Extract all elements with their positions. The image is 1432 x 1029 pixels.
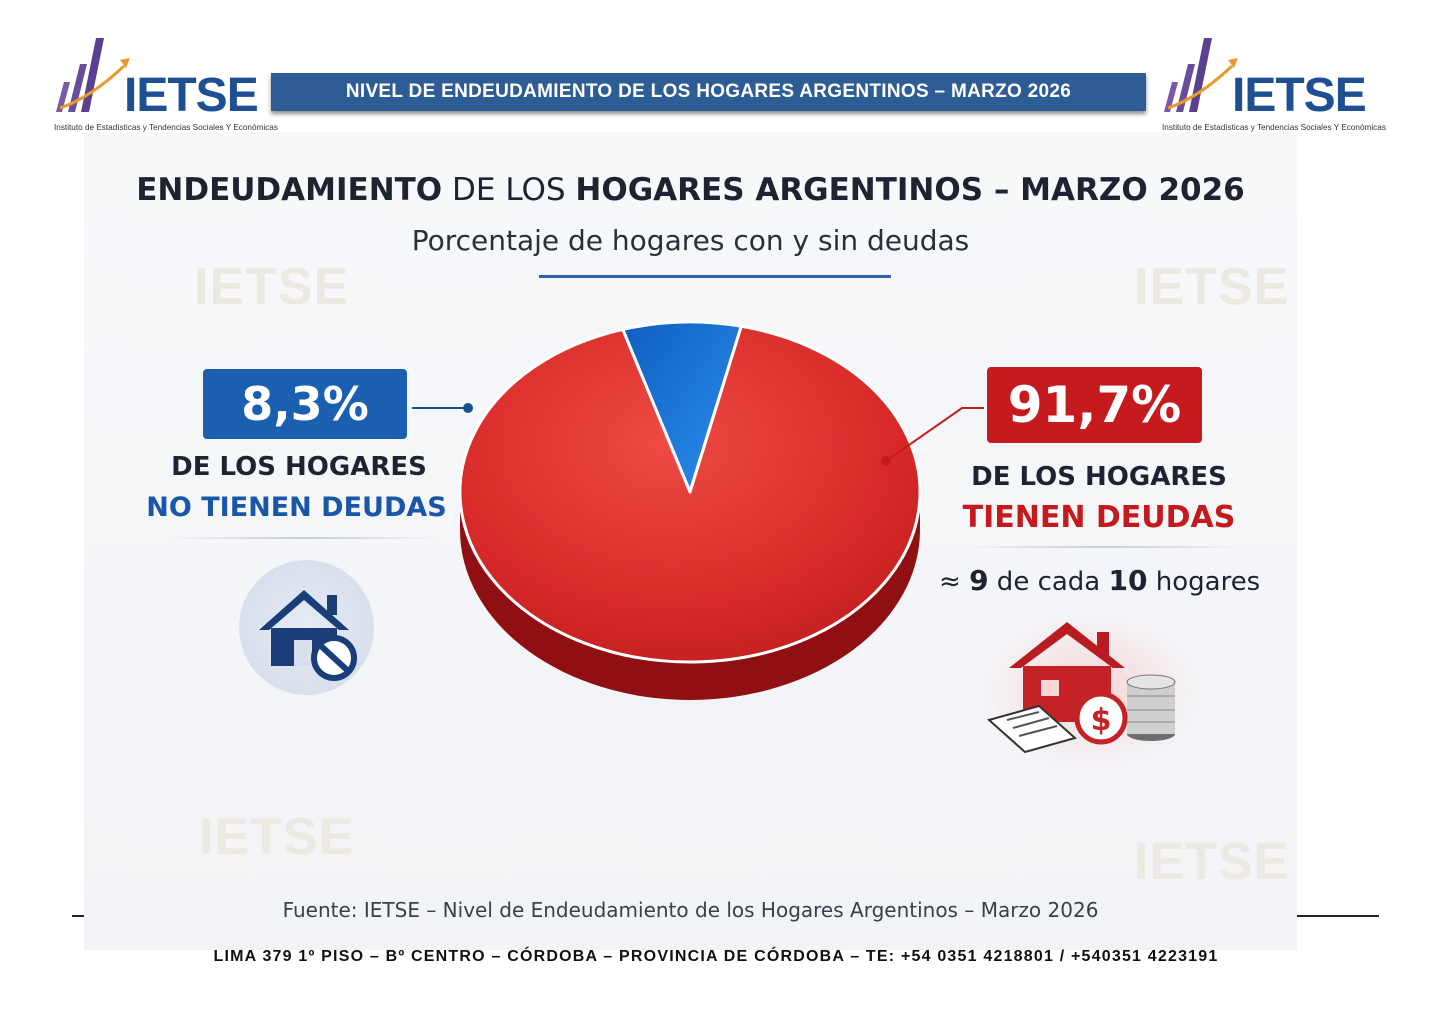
watermark: IETSE bbox=[1134, 258, 1290, 316]
pie-side-wall bbox=[460, 492, 920, 700]
source-note: Fuente: IETSE – Nivel de Endeudamiento d… bbox=[282, 898, 1099, 922]
ietse-logo-left: IETSE Instituto de Estadísticas y Tenden… bbox=[50, 28, 280, 138]
pie-slice-debt bbox=[458, 324, 922, 664]
footer-address: LIMA 379 1º PISO – Bº CENTRO – CÓRDOBA –… bbox=[213, 948, 1219, 965]
logo-wordmark: IETSE bbox=[124, 69, 259, 122]
debt-line2: TIENEN DEUDAS bbox=[962, 500, 1236, 535]
divider-left bbox=[169, 537, 439, 539]
debt-house-icon: $ bbox=[979, 610, 1204, 770]
logo-wordmark: IETSE bbox=[1232, 69, 1367, 122]
pie-chart bbox=[412, 320, 984, 700]
divider-right bbox=[964, 546, 1244, 548]
connector-right bbox=[885, 407, 984, 462]
debt-line1: DE LOS HOGARES bbox=[971, 462, 1227, 492]
watermark: IETSE bbox=[1134, 833, 1290, 891]
no-debt-percent-badge: 8,3% bbox=[203, 369, 407, 439]
debt-ratio-text: ≈ 9 de cada 10 hogares bbox=[939, 564, 1261, 597]
chart-subtitle: Porcentaje de hogares con y sin deudas bbox=[411, 224, 970, 257]
debt-percent-badge: 91,7% bbox=[987, 367, 1202, 443]
infographic-card: IETSE IETSE IETSE IETSE ENDEUDAMIENTO DE… bbox=[84, 132, 1297, 950]
pie-slice-no-debt bbox=[621, 320, 743, 494]
header-banner: NIVEL DE ENDEUDAMIENTO DE LOS HOGARES AR… bbox=[271, 73, 1146, 111]
logo-subtitle: Instituto de Estadísticas y Tendencias S… bbox=[1162, 123, 1386, 132]
svg-text:$: $ bbox=[1091, 703, 1112, 738]
no-debt-line1: DE LOS HOGARES bbox=[171, 452, 427, 482]
no-debt-house-icon bbox=[239, 560, 374, 695]
connector-dot-right bbox=[881, 456, 891, 466]
chart-title: ENDEUDAMIENTO DE LOS HOGARES ARGENTINOS … bbox=[136, 172, 1245, 208]
no-debt-line2: NO TIENEN DEUDAS bbox=[146, 492, 447, 523]
watermark: IETSE bbox=[199, 808, 355, 866]
connector-dot-left bbox=[463, 403, 473, 413]
ietse-logo-right: IETSE Instituto de Estadísticas y Tenden… bbox=[1158, 28, 1388, 138]
title-underline bbox=[539, 275, 891, 278]
footer-rule-left bbox=[72, 915, 84, 917]
logo-bars-icon bbox=[1164, 38, 1238, 112]
watermark: IETSE bbox=[194, 258, 350, 316]
logo-bars-icon bbox=[56, 38, 130, 112]
logo-subtitle: Instituto de Estadísticas y Tendencias S… bbox=[54, 123, 278, 132]
footer-rule-right bbox=[1297, 915, 1379, 917]
